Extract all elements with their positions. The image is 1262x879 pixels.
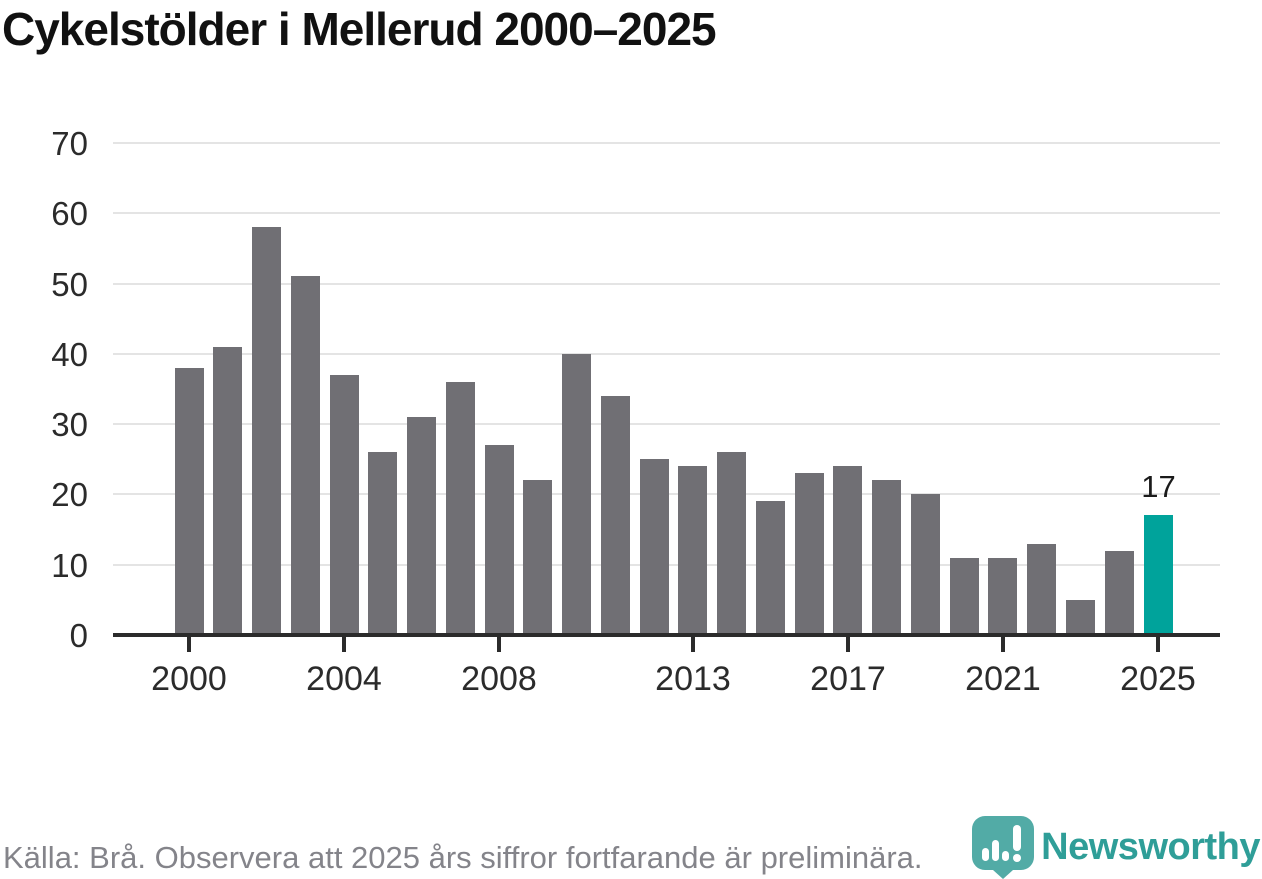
gridline-y60 [113,212,1220,214]
bar-2006 [407,417,436,635]
x-axis-tick-2000 [187,637,191,652]
bar-2004 [330,375,359,635]
bar-2024 [1105,551,1134,635]
gridline-y50 [113,283,1220,285]
x-axis-tick-2008 [497,637,501,652]
bar-2013 [678,466,707,635]
x-axis-tick-label: 2021 [965,660,1041,698]
x-axis-tick-2004 [342,637,346,652]
y-axis-tick-label: 60 [51,195,88,232]
y-axis-tick-label: 0 [69,617,88,654]
bar-2010 [562,354,591,635]
bar-2020 [950,558,979,635]
x-axis-tick-label: 2008 [461,660,537,698]
y-axis-tick-label: 40 [51,336,88,373]
x-axis-tick-label: 2013 [655,660,731,698]
x-axis-tick-2017 [846,637,850,652]
y-axis-tick-label: 20 [51,476,88,513]
bar-2011 [601,396,630,635]
x-axis-tick-label: 2017 [810,660,886,698]
highlight-value-label: 17 [1141,469,1176,504]
bar-2015 [756,501,785,635]
bar-2018 [872,480,901,635]
bar-2016 [795,473,824,635]
x-axis-tick-2013 [691,637,695,652]
bar-2012 [640,459,669,635]
bar-2009 [523,480,552,635]
gridline-y40 [113,353,1220,355]
bar-2007 [446,382,475,635]
source-note: Källa: Brå. Observera att 2025 års siffr… [3,840,923,875]
newsworthy-logo: Newsworthy [971,815,1260,879]
gridline-y70 [113,142,1220,144]
y-axis-tick-label: 30 [51,406,88,443]
bar-2002 [252,227,281,635]
bar-2000 [175,368,204,635]
bar-2008 [485,445,514,635]
bar-2023 [1066,600,1095,635]
bar-2003 [291,276,320,635]
x-axis-tick-2025 [1156,637,1160,652]
bar-2005 [368,452,397,635]
y-axis-tick-label: 70 [51,125,88,162]
newsworthy-wordmark: Newsworthy [1041,826,1260,868]
bar-2001 [213,347,242,635]
x-axis-tick-label: 2025 [1120,660,1196,698]
x-axis-tick-2021 [1001,637,1005,652]
newsworthy-pin-bar-chart-icon [972,816,1035,879]
x-axis-line [113,633,1220,637]
y-axis-tick-label: 10 [51,547,88,584]
bar-2019 [911,494,940,635]
chart-title: Cykelstölder i Mellerud 2000–2025 [2,3,717,55]
x-axis-tick-label: 2000 [151,660,227,698]
y-axis-tick-label: 50 [51,266,88,303]
bar-2022 [1027,544,1056,635]
bar-2025 [1144,515,1173,635]
bar-2014 [717,452,746,635]
gridline-y30 [113,423,1220,425]
x-axis-tick-label: 2004 [306,660,382,698]
bar-chart: 0 10 20 30 40 50 60 70 17 2000 2004 2008 2013 2017 202… [51,125,1220,698]
bar-2021 [988,558,1017,635]
bar-2017 [833,466,862,635]
